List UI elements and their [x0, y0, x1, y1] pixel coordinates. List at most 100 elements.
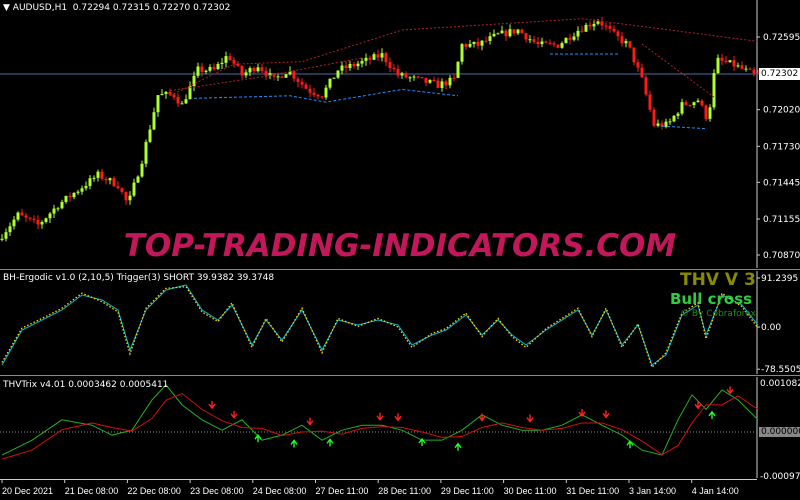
candle-body [288, 71, 292, 75]
sell-arrow-icon [306, 417, 314, 426]
collapse-triangle-icon[interactable]: ▼ [3, 3, 10, 13]
candle-body [608, 26, 612, 29]
candle-body [356, 63, 360, 67]
candle-body [352, 64, 356, 67]
candle-body [592, 23, 596, 27]
trendline-red [401, 18, 759, 42]
candle-body [748, 68, 752, 70]
candle-body [484, 40, 488, 42]
ergodic-tick-label: 91.2395 [761, 274, 798, 284]
candle-body [368, 57, 372, 60]
candle-body [276, 76, 280, 78]
candle-body [580, 30, 584, 32]
candle-body [32, 218, 36, 220]
candle-body [12, 219, 16, 227]
candle-body [508, 29, 512, 37]
candle-body [752, 69, 756, 74]
sell-arrow-icon [694, 401, 702, 410]
candle-body [72, 192, 76, 198]
candle-body [520, 29, 524, 34]
candle-body [220, 62, 224, 64]
candle-body [392, 67, 396, 69]
trix-header: THVTrix v4.01 0.0003462 0.0005411 [3, 380, 169, 390]
candle-body [572, 36, 576, 40]
candle-body [224, 56, 228, 63]
candle-body [156, 95, 160, 113]
sell-arrow-icon [602, 410, 610, 419]
sell-arrow-icon [230, 410, 238, 419]
candle-body [512, 29, 516, 34]
time-tick-label: 30 Dec 11:00 [504, 486, 557, 496]
candle-body [196, 66, 200, 76]
candle-body [448, 77, 452, 86]
candle-body [360, 60, 364, 64]
candle-body [380, 53, 384, 58]
main-chart-header: ▼ AUDUSD,H1 0.72294 0.72315 0.72270 0.72… [3, 3, 230, 13]
candle-body [136, 176, 140, 183]
candle-body [80, 188, 84, 192]
candle-body [324, 87, 328, 98]
candle-body [216, 63, 220, 70]
candle-body [636, 62, 640, 68]
candle-body [476, 41, 480, 46]
candle-body [344, 65, 348, 68]
ergodic-tick-label: 0.00 [761, 323, 781, 333]
candle-body [708, 107, 712, 119]
candle-body [628, 41, 632, 48]
candle-body [472, 41, 476, 44]
candle-body [528, 39, 532, 41]
bull-cross-signal: Bull cross [670, 290, 753, 308]
candle-body [420, 77, 424, 79]
candle-body [416, 76, 420, 78]
price-tick-label: 0.71730 [763, 142, 800, 152]
candle-body [588, 24, 592, 27]
candle-body [672, 115, 676, 122]
candle-body [432, 79, 436, 81]
candle-body [104, 178, 108, 181]
candle-body [292, 71, 296, 79]
candle-body [548, 42, 552, 44]
candle-body [96, 171, 100, 178]
ergodic-trigger-line [1, 286, 759, 369]
price-tick-label: 0.71445 [763, 178, 800, 188]
candle-body [200, 66, 204, 72]
candle-body [684, 102, 688, 105]
candle-body [16, 212, 20, 220]
candle-body [144, 141, 148, 164]
candle-body [496, 33, 500, 35]
time-tick-label: 23 Dec 08:00 [190, 486, 244, 496]
candle-body [44, 218, 48, 223]
candle-body [532, 39, 536, 42]
candle-body [132, 182, 136, 196]
candle-body [704, 105, 708, 119]
candle-body [408, 77, 412, 79]
symbol-label: AUDUSD,H1 [12, 3, 68, 13]
candle-body [284, 74, 288, 78]
sell-arrow-icon [478, 413, 486, 422]
time-tick-label: 27 Dec 11:00 [316, 486, 369, 496]
candle-body [320, 96, 324, 98]
candle-body [236, 63, 240, 66]
candle-body [700, 100, 704, 106]
candle-body [504, 30, 508, 37]
candle-body [424, 77, 428, 83]
candle-body [560, 43, 564, 48]
candle-body [596, 21, 600, 24]
sell-arrow-icon [376, 412, 384, 421]
candle-body [244, 72, 248, 76]
candle-body [452, 77, 456, 79]
trix-line [1, 384, 759, 456]
candle-body [64, 195, 68, 202]
candle-body [208, 67, 212, 71]
candle-body [388, 62, 392, 68]
candle-body [428, 79, 432, 83]
candle-body [60, 201, 64, 209]
candle-body [100, 171, 104, 179]
buy-arrow-icon [418, 437, 426, 446]
buy-arrow-icon [626, 440, 634, 449]
price-tick-label: 0.71155 [763, 215, 800, 225]
current-price-label: 0.72302 [759, 68, 800, 80]
candle-body [604, 25, 608, 27]
candle-body [460, 44, 464, 62]
